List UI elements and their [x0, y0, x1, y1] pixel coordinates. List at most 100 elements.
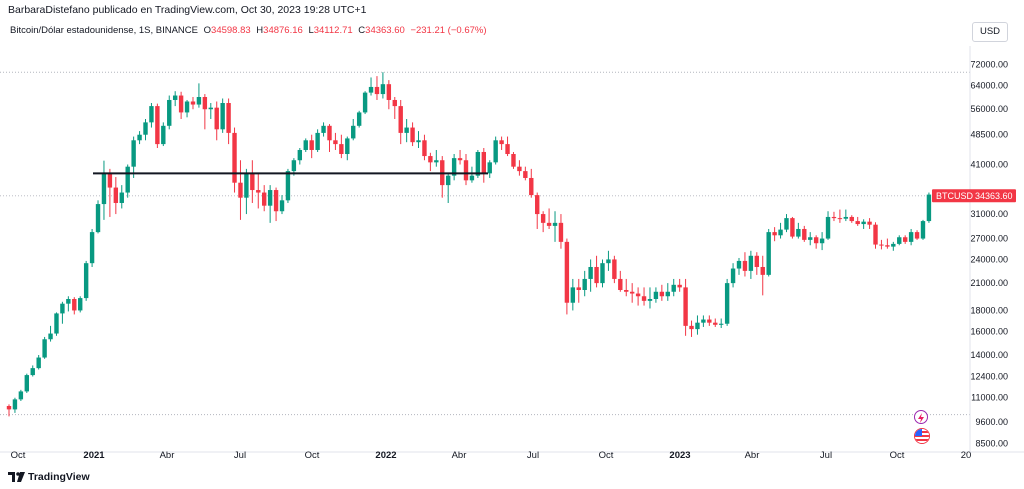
tradingview-logo-icon[interactable] [8, 471, 26, 483]
y-tick-label: 56000.00 [970, 104, 1008, 114]
candle [155, 103, 160, 149]
candle [701, 315, 706, 327]
candle [861, 219, 866, 229]
x-tick-label: Oct [599, 450, 614, 461]
candle [339, 134, 344, 159]
published-info: BarbaraDistefano publicado en TradingVie… [8, 4, 367, 16]
candle [564, 238, 570, 315]
candle [808, 232, 813, 246]
candle [689, 320, 694, 337]
y-tick-label: 21000.00 [970, 278, 1008, 288]
candle [374, 76, 380, 100]
candle [713, 318, 718, 327]
candle [499, 136, 504, 150]
candle [802, 225, 807, 242]
candle [724, 278, 730, 326]
x-tick-label: Jul [820, 450, 832, 461]
candle [879, 239, 884, 250]
candle [315, 129, 320, 152]
candle [398, 99, 403, 145]
candle [362, 91, 368, 115]
candle [351, 118, 356, 141]
candle [540, 211, 546, 233]
candle [517, 160, 522, 176]
tradingview-brand[interactable]: TradingView [28, 471, 90, 483]
candle [440, 156, 445, 198]
y-tick-label: 72000.00 [970, 60, 1008, 70]
candle [796, 222, 801, 239]
low-label: L [308, 25, 314, 36]
candle [914, 230, 920, 240]
candle [190, 97, 196, 110]
candle [855, 216, 860, 226]
candle [451, 154, 457, 181]
candle [760, 255, 765, 296]
candle [505, 136, 510, 157]
y-tick-label: 12400.00 [970, 372, 1008, 382]
candle [445, 173, 451, 203]
candle [813, 235, 819, 249]
candle [386, 80, 392, 110]
time-axis: Oct 2021 Abr Jul Oct 2022 Abr Jul Oct 2023 Abr Jul O… [11, 450, 972, 461]
candle [321, 122, 326, 137]
top-bar: BarbaraDistefano publicado en TradingVie… [0, 0, 1024, 20]
x-tick-label: Abr [745, 450, 760, 461]
current-price-tag: BTCUSD 34363.60 [932, 189, 1016, 203]
candle [244, 168, 249, 215]
x-tick-label: 2023 [669, 450, 690, 461]
candle [83, 260, 89, 301]
candle [101, 160, 107, 220]
candle [790, 216, 795, 239]
x-tick-label: 2022 [375, 450, 396, 461]
candle [42, 336, 47, 359]
lightning-event-icon[interactable] [914, 410, 928, 424]
candle [267, 185, 273, 223]
candle [683, 278, 688, 336]
candle [89, 228, 95, 267]
candle [457, 149, 463, 165]
candle [588, 259, 593, 292]
candle [748, 250, 754, 279]
candle [665, 283, 670, 301]
candle [671, 278, 676, 297]
candle [297, 148, 303, 165]
candle [434, 149, 439, 167]
candle [208, 103, 213, 119]
candle [902, 235, 908, 244]
candle [493, 136, 498, 165]
candle [66, 296, 71, 312]
x-tick-label: 2021 [83, 450, 105, 461]
candle [600, 259, 605, 288]
candle [262, 185, 267, 212]
currency-button[interactable]: USD [972, 22, 1008, 42]
us-flag-event-icon[interactable] [914, 428, 930, 444]
candle [641, 287, 647, 306]
candle [303, 138, 308, 152]
candle [178, 91, 184, 119]
candle [535, 192, 540, 229]
candle [273, 187, 279, 222]
candle [345, 136, 350, 161]
y-tick-label: 11000.00 [971, 393, 1008, 403]
x-tick-label: Oct [11, 450, 26, 461]
y-tick-label: 64000.00 [970, 81, 1008, 91]
price-chart[interactable]: 72000.00 64000.00 56000.00 48500.00 41000.00… [0, 0, 1024, 466]
candle [285, 168, 291, 203]
candle [95, 200, 101, 234]
candle [113, 177, 119, 215]
open-label: O [203, 25, 212, 36]
candle [48, 325, 53, 342]
candle [12, 397, 18, 413]
candle [819, 232, 825, 251]
candle [695, 315, 700, 335]
candle [309, 134, 314, 159]
candle [873, 222, 878, 249]
candle [250, 160, 255, 203]
candle [558, 214, 564, 249]
candle [653, 287, 659, 303]
candle [161, 122, 166, 147]
candle [707, 315, 712, 326]
candle [232, 127, 237, 193]
candle [897, 235, 902, 246]
price-tag-ticker: BTCUSD [936, 191, 974, 201]
